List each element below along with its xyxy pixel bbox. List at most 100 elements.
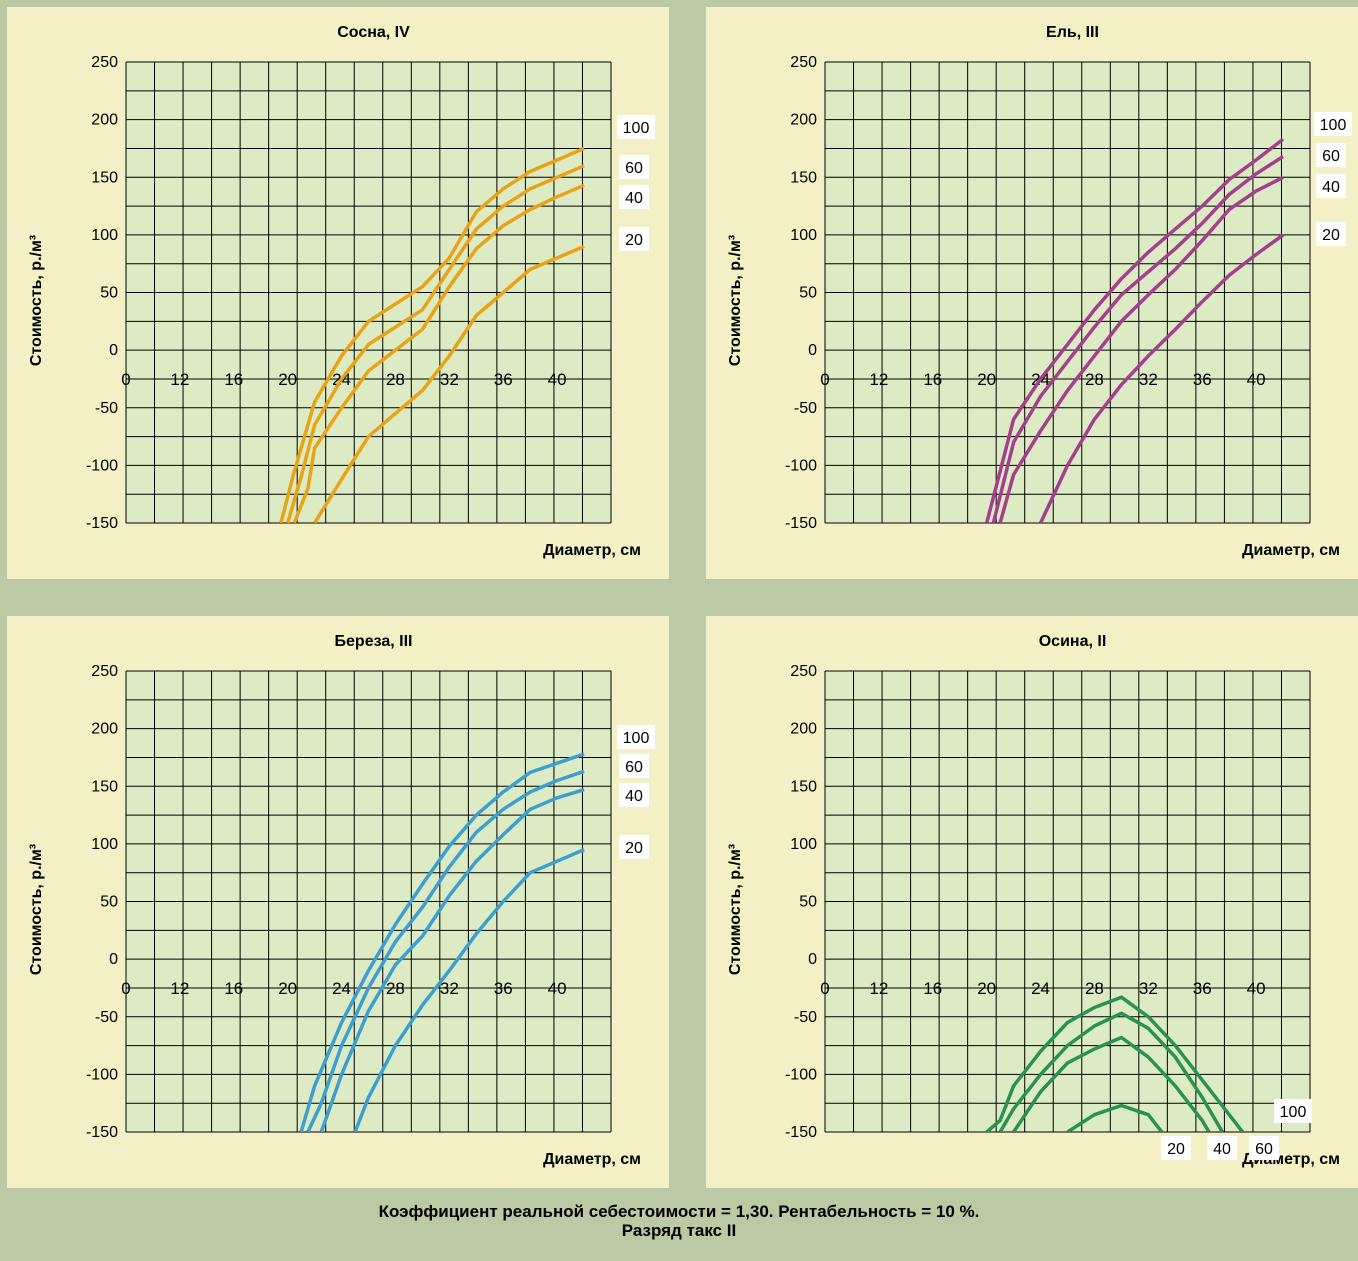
- y-axis-label: Стоимость, р./м³: [727, 235, 744, 366]
- series-label-bg: [1316, 174, 1346, 198]
- x-tick-label: 36: [494, 979, 513, 998]
- y-tick-label: 150: [91, 169, 118, 186]
- series-label-40: 40: [619, 185, 649, 209]
- y-tick-label: -100: [785, 457, 817, 474]
- series-label-20: 20: [619, 835, 649, 859]
- x-tick-label: 32: [440, 979, 459, 998]
- series-label-text: 20: [625, 232, 643, 249]
- y-tick-label: -50: [794, 1009, 817, 1026]
- series-label-bg: [1314, 112, 1352, 136]
- x-tick-label: 24: [1031, 979, 1050, 998]
- chart-title: Осина, II: [1039, 633, 1107, 650]
- y-tick-label: -150: [86, 1124, 118, 1141]
- series-line-20: [313, 244, 585, 523]
- y-tick-label: -100: [86, 1066, 118, 1083]
- series-label-bg: [1249, 1136, 1279, 1160]
- x-tick-label: 28: [386, 370, 405, 389]
- series-label-60: 60: [619, 754, 649, 778]
- series-label-text: 20: [1167, 1141, 1185, 1158]
- y-tick-label: 0: [109, 951, 118, 968]
- chart-title: Ель, III: [1046, 24, 1099, 41]
- series-label-bg: [617, 115, 655, 139]
- series-line-40: [1012, 1035, 1211, 1132]
- y-tick-label: 100: [790, 227, 817, 244]
- series-label-bg: [1161, 1136, 1191, 1160]
- y-tick-label: 50: [100, 894, 118, 911]
- series-line-60: [286, 164, 585, 523]
- series-label-60: 60: [1316, 143, 1346, 167]
- x-tick-label: 20: [977, 370, 996, 389]
- series-label-100: 100: [617, 725, 655, 749]
- series-label-text: 60: [1322, 148, 1340, 165]
- y-tick-label: 250: [91, 54, 118, 71]
- x-tick-label: 40: [1247, 370, 1266, 389]
- y-tick-label: -100: [86, 457, 118, 474]
- series-label-bg: [619, 783, 649, 807]
- series-label-20: 20: [619, 227, 649, 251]
- series-label-text: 20: [1322, 227, 1340, 244]
- series-label-text: 100: [623, 730, 650, 747]
- x-tick-label: 32: [440, 370, 459, 389]
- series-label-100: 100: [1314, 112, 1352, 136]
- series-label-bg: [619, 227, 649, 251]
- x-tick-label: 12: [170, 979, 189, 998]
- x-tick-label: 20: [977, 979, 996, 998]
- chart-panel-spruce: 250 200 150 100 50 0 -50 -100 -150 0 12 16 20 24 28 32 3…: [706, 7, 1358, 579]
- series-line-20: [353, 847, 585, 1132]
- x-tick-label: 40: [548, 979, 567, 998]
- y-tick-label: 0: [808, 951, 817, 968]
- series-line-100: [985, 995, 1244, 1132]
- series-label-40: 40: [1316, 174, 1346, 198]
- series-label-text: 100: [623, 120, 650, 137]
- y-tick-label: 0: [808, 342, 817, 359]
- x-tick-label: 0: [121, 370, 130, 389]
- x-tick-label: 28: [386, 979, 405, 998]
- y-tick-label: 50: [100, 285, 118, 302]
- x-tick-label: 20: [278, 370, 297, 389]
- x-tick-label: 24: [332, 979, 351, 998]
- footer-caption: Коэффициент реальной себестоимости = 1,3…: [0, 1190, 1358, 1261]
- x-tick-label: 12: [869, 979, 888, 998]
- series-label-text: 40: [625, 788, 643, 805]
- y-axis-label: Стоимость, р./м³: [28, 235, 45, 366]
- x-tick-label: 16: [923, 370, 942, 389]
- series-label-text: 20: [625, 840, 643, 857]
- series-label-20: 20: [1161, 1136, 1191, 1160]
- series-label-bg: [619, 754, 649, 778]
- series-line-60: [306, 769, 585, 1132]
- y-tick-label: -150: [86, 515, 118, 532]
- series-label-100: 100: [1274, 1099, 1312, 1123]
- y-tick-label: 200: [91, 721, 118, 738]
- chart-panel-birch: 250 200 150 100 50 0 -50 -100 -150 0 12 16 20 24 28 32 3…: [7, 616, 669, 1188]
- x-tick-label: 20: [278, 979, 297, 998]
- x-tick-label: 32: [1139, 979, 1158, 998]
- x-tick-label: 36: [1193, 370, 1212, 389]
- y-tick-label: -150: [785, 1124, 817, 1141]
- y-tick-label: -50: [794, 400, 817, 417]
- series-line-20: [1066, 1103, 1164, 1132]
- y-axis-label: Стоимость, р./м³: [28, 844, 45, 975]
- series-label-bg: [617, 725, 655, 749]
- series-label-bg: [1316, 143, 1346, 167]
- y-tick-label: 250: [91, 663, 118, 680]
- series-line-20: [1039, 233, 1285, 523]
- y-tick-label: 100: [91, 836, 118, 853]
- series-line-100: [299, 752, 585, 1132]
- series-line-40: [292, 183, 585, 523]
- x-tick-label: 12: [170, 370, 189, 389]
- series-line-60: [991, 155, 1285, 523]
- series-line-40: [998, 175, 1284, 523]
- series-label-text: 40: [625, 190, 643, 207]
- y-tick-label: 250: [790, 54, 817, 71]
- x-tick-label: 40: [1247, 979, 1266, 998]
- series-line-40: [319, 788, 585, 1132]
- y-tick-label: -150: [785, 515, 817, 532]
- x-tick-label: 32: [1139, 370, 1158, 389]
- series-label-text: 100: [1280, 1104, 1307, 1121]
- series-label-text: 60: [625, 759, 643, 776]
- footer-line-2: Разряд такс II: [621, 1221, 737, 1240]
